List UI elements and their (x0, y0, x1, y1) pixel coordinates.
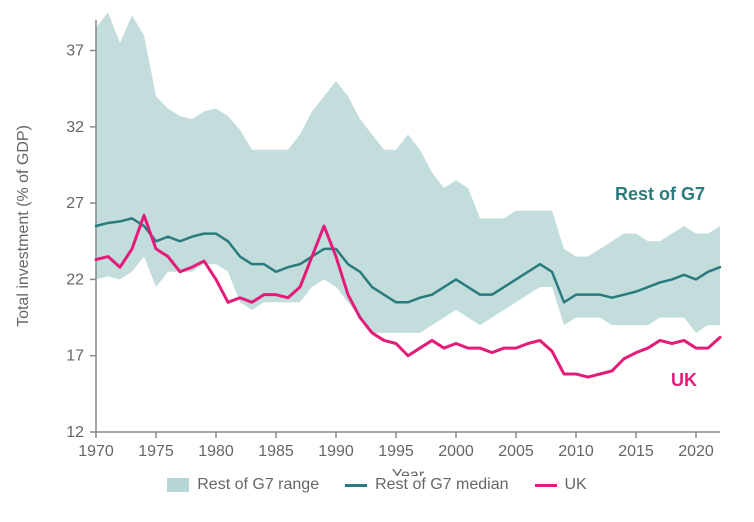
x-tick-label: 1970 (78, 443, 114, 460)
x-tick-label: 2010 (558, 443, 594, 460)
legend-item-range: Rest of G7 range (167, 476, 319, 494)
legend-swatch-uk (535, 484, 557, 487)
legend-swatch-range (167, 478, 189, 492)
annotation-uk: UK (671, 370, 697, 390)
legend-label-range: Rest of G7 range (197, 476, 319, 494)
investment-chart: 12 17 22 27 32 37 1970 1975 1980 1985 1990 1995 2000… (0, 0, 754, 522)
legend-label-uk: UK (565, 476, 587, 494)
y-tick-label: 37 (66, 43, 84, 60)
legend: Rest of G7 range Rest of G7 median UK (0, 476, 754, 494)
x-tick-label: 2020 (678, 443, 714, 460)
legend-label-median: Rest of G7 median (375, 476, 508, 494)
y-axis-label: Total investment (% of GDP) (15, 125, 32, 327)
x-axis-label: Year (392, 467, 425, 476)
x-tick-label: 1975 (138, 443, 174, 460)
annotation-rest-of-g7: Rest of G7 (615, 184, 705, 204)
y-tick-label: 12 (66, 424, 84, 441)
g7-range-band (96, 12, 720, 332)
y-tick-label: 32 (66, 119, 84, 136)
x-tick-label: 1995 (378, 443, 414, 460)
x-tick-label: 1980 (198, 443, 234, 460)
legend-item-uk: UK (535, 476, 587, 494)
y-tick-label: 27 (66, 195, 84, 212)
x-tick-label: 1985 (258, 443, 294, 460)
chart-canvas: 12 17 22 27 32 37 1970 1975 1980 1985 1990 1995 2000… (0, 0, 754, 476)
y-tick-label: 22 (66, 271, 84, 288)
x-tick-label: 2000 (438, 443, 474, 460)
legend-item-median: Rest of G7 median (345, 476, 508, 494)
x-tick-label: 2015 (618, 443, 654, 460)
legend-swatch-median (345, 484, 367, 487)
x-tick-label: 1990 (318, 443, 354, 460)
y-tick-label: 17 (66, 348, 84, 365)
x-tick-label: 2005 (498, 443, 534, 460)
